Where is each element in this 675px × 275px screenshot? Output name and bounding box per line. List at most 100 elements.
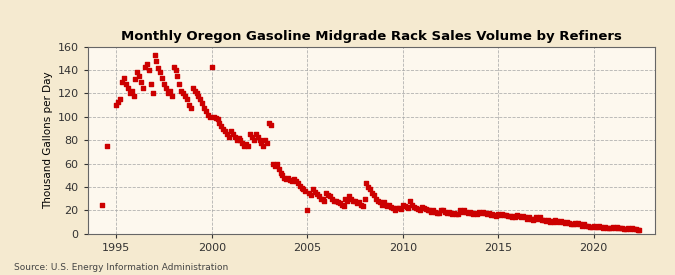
Point — [608, 224, 618, 229]
Point — [340, 196, 351, 201]
Point — [197, 101, 208, 105]
Point — [394, 206, 404, 210]
Point — [554, 220, 565, 224]
Point — [585, 224, 595, 229]
Point — [313, 194, 324, 199]
Point — [338, 204, 349, 208]
Point — [159, 82, 169, 86]
Point — [232, 138, 242, 142]
Point — [569, 221, 580, 226]
Point — [266, 123, 277, 127]
Point — [153, 65, 164, 70]
Point — [262, 140, 273, 145]
Point — [410, 206, 421, 210]
Point — [166, 94, 177, 98]
Point — [481, 212, 492, 216]
Point — [132, 70, 143, 75]
Point — [552, 219, 563, 223]
Point — [474, 209, 485, 214]
Point — [460, 209, 471, 214]
Point — [124, 91, 135, 96]
Point — [384, 202, 395, 207]
Point — [126, 89, 137, 93]
Point — [630, 227, 641, 231]
Point — [483, 211, 494, 215]
Point — [632, 228, 643, 232]
Point — [354, 200, 364, 204]
Point — [176, 89, 187, 93]
Point — [269, 164, 280, 168]
Point — [350, 199, 360, 203]
Point — [174, 82, 185, 86]
Point — [396, 207, 406, 211]
Point — [207, 64, 217, 69]
Point — [122, 86, 133, 90]
Point — [535, 215, 545, 219]
Point — [260, 138, 271, 142]
Point — [539, 218, 549, 222]
Point — [512, 213, 522, 217]
Point — [544, 220, 555, 224]
Point — [113, 100, 124, 104]
Point — [346, 196, 356, 201]
Point — [556, 219, 566, 223]
Point — [336, 202, 347, 207]
Point — [560, 221, 570, 226]
Point — [214, 120, 225, 125]
Point — [598, 226, 609, 230]
Point — [348, 199, 358, 203]
Point — [223, 134, 234, 139]
Point — [294, 184, 305, 188]
Text: Source: U.S. Energy Information Administration: Source: U.S. Energy Information Administ… — [14, 263, 227, 272]
Point — [399, 204, 410, 208]
Point — [445, 211, 456, 215]
Point — [398, 202, 408, 207]
Point — [453, 212, 464, 216]
Point — [426, 209, 437, 214]
Point — [529, 216, 540, 221]
Point — [594, 223, 605, 228]
Point — [193, 94, 204, 98]
Point — [611, 224, 622, 229]
Point — [344, 194, 354, 199]
Point — [525, 216, 536, 221]
Point — [447, 212, 458, 216]
Point — [205, 115, 215, 119]
Point — [543, 218, 554, 222]
Point — [441, 211, 452, 215]
Point — [218, 126, 229, 131]
Point — [583, 223, 593, 228]
Point — [361, 181, 372, 186]
Point — [304, 191, 315, 195]
Point — [499, 213, 510, 217]
Point — [412, 207, 423, 211]
Point — [163, 91, 173, 96]
Point — [418, 206, 429, 210]
Point — [188, 86, 198, 90]
Point — [621, 227, 632, 231]
Point — [506, 215, 517, 219]
Point — [178, 91, 188, 96]
Point — [615, 226, 626, 230]
Point — [180, 94, 190, 98]
Point — [271, 161, 282, 166]
Point — [564, 221, 574, 226]
Point — [435, 208, 446, 213]
Point — [225, 129, 236, 133]
Point — [267, 161, 278, 166]
Point — [258, 144, 269, 148]
Point — [407, 202, 418, 207]
Point — [285, 178, 296, 182]
Point — [422, 208, 433, 213]
Point — [477, 209, 488, 214]
Point — [468, 212, 479, 216]
Point — [451, 212, 462, 216]
Point — [424, 208, 435, 213]
Point — [273, 167, 284, 172]
Point — [437, 208, 448, 213]
Point — [182, 97, 192, 101]
Point — [470, 211, 481, 215]
Point — [355, 202, 366, 207]
Point — [264, 120, 275, 125]
Point — [277, 173, 288, 178]
